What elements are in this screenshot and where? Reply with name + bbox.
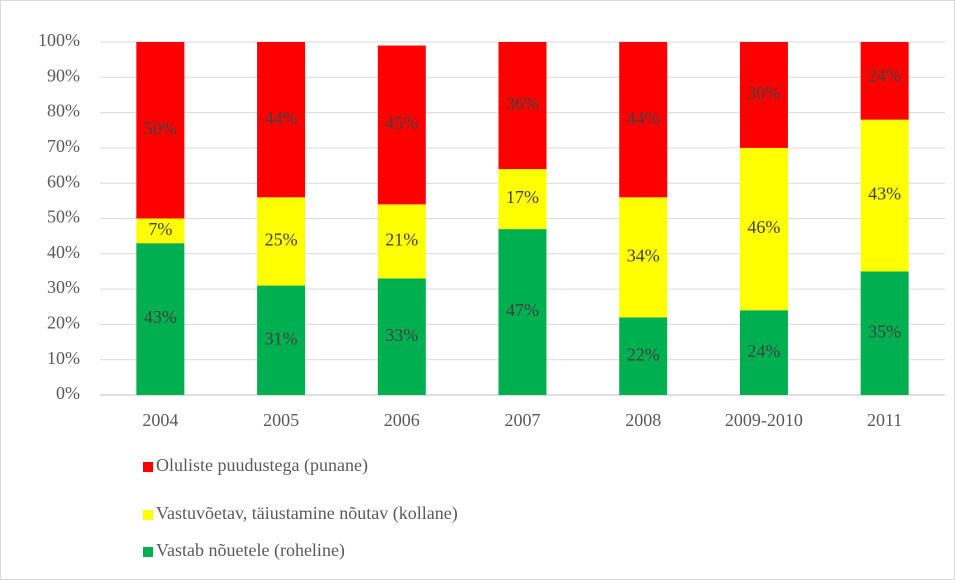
x-tick-label: 2004 bbox=[142, 410, 178, 430]
data-label: 30% bbox=[747, 83, 780, 103]
x-tick-label: 2005 bbox=[263, 410, 299, 430]
bar-segment bbox=[739, 42, 788, 148]
data-label: 33% bbox=[385, 325, 418, 345]
bar-segment bbox=[860, 119, 909, 272]
bar-segment bbox=[136, 42, 185, 219]
y-tick-label: 70% bbox=[47, 136, 80, 156]
bar-segment bbox=[136, 243, 185, 395]
y-tick-label: 40% bbox=[47, 242, 80, 262]
data-label: 31% bbox=[265, 328, 298, 348]
x-tick-label: 2009-2010 bbox=[725, 410, 803, 430]
bar-segment bbox=[860, 271, 909, 395]
bar-segment bbox=[257, 197, 306, 286]
bar-segment bbox=[739, 310, 788, 395]
y-tick-label: 60% bbox=[47, 171, 80, 191]
labels: 0% 10% 20% 30% 40% 50% 60% 70% 80% 90% 100% 2004 43%… bbox=[38, 30, 902, 561]
x-tick-label: 2006 bbox=[384, 410, 420, 430]
data-label: 43% bbox=[868, 184, 901, 204]
y-tick-label: 20% bbox=[47, 313, 80, 333]
bar-segment bbox=[257, 285, 306, 395]
y-tick-label: 80% bbox=[47, 101, 80, 121]
bar-segment bbox=[619, 317, 668, 395]
x-tick-label: 2007 bbox=[505, 410, 541, 430]
bar-segment bbox=[619, 42, 668, 198]
data-label: 44% bbox=[265, 108, 298, 128]
data-label: 45% bbox=[385, 113, 418, 133]
legend-swatch bbox=[143, 510, 153, 520]
bar-segment bbox=[257, 42, 306, 198]
data-label: 17% bbox=[506, 187, 539, 207]
y-tick-label: 100% bbox=[38, 30, 80, 50]
bar-segment bbox=[377, 45, 426, 205]
x-tick-label: 2008 bbox=[625, 410, 661, 430]
data-label: 25% bbox=[265, 230, 298, 250]
data-label: 47% bbox=[506, 300, 539, 320]
legend-label: Oluliste puudustega (punane) bbox=[156, 455, 368, 476]
y-tick-label: 50% bbox=[47, 207, 80, 227]
data-label: 46% bbox=[747, 217, 780, 237]
data-label: 43% bbox=[144, 307, 177, 327]
y-tick-label: 30% bbox=[47, 277, 80, 297]
data-label: 21% bbox=[385, 230, 418, 250]
data-label: 34% bbox=[627, 245, 660, 265]
bars bbox=[136, 42, 909, 395]
data-label: 7% bbox=[148, 219, 172, 239]
x-tick-label: 2011 bbox=[867, 410, 902, 430]
legend-label: Vastuvõetav, täiustamine nõutav (kollane… bbox=[156, 503, 458, 524]
legend-swatch bbox=[143, 462, 153, 472]
data-label: 24% bbox=[747, 341, 780, 361]
bar-segment bbox=[619, 197, 668, 318]
data-label: 36% bbox=[506, 94, 539, 114]
data-label: 24% bbox=[868, 65, 901, 85]
legend-swatch bbox=[143, 547, 153, 557]
bar-segment bbox=[498, 229, 547, 395]
data-label: 44% bbox=[627, 108, 660, 128]
y-tick-label: 10% bbox=[47, 348, 80, 368]
bar-segment bbox=[377, 278, 426, 395]
bar-segment bbox=[136, 218, 185, 244]
data-label: 50% bbox=[144, 118, 177, 138]
bar-segment bbox=[498, 169, 547, 230]
bar-segment bbox=[498, 42, 547, 170]
bar-segment bbox=[739, 147, 788, 311]
data-label: 35% bbox=[868, 321, 901, 341]
y-tick-label: 90% bbox=[47, 65, 80, 85]
data-label: 22% bbox=[627, 344, 660, 364]
bar-segment bbox=[860, 42, 909, 120]
y-tick-label: 0% bbox=[56, 383, 80, 403]
legend-label: Vastab nõuetele (roheline) bbox=[156, 540, 345, 561]
bar-segment bbox=[377, 204, 426, 279]
